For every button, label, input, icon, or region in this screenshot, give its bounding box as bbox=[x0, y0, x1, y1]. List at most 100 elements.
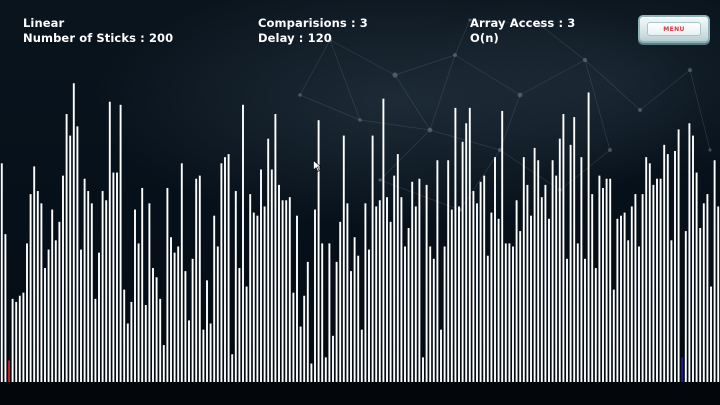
stick bbox=[245, 286, 248, 382]
stick bbox=[188, 320, 190, 382]
stick bbox=[490, 212, 493, 382]
stick bbox=[198, 175, 201, 382]
stick bbox=[587, 92, 590, 382]
hud-right-panel: Array Access : 3 O(n) bbox=[470, 16, 575, 46]
stick bbox=[713, 160, 716, 382]
stick bbox=[80, 249, 82, 382]
stick bbox=[548, 218, 550, 382]
stick bbox=[717, 206, 720, 382]
stick bbox=[144, 305, 147, 382]
stick bbox=[447, 160, 450, 382]
stick bbox=[414, 206, 417, 382]
stick bbox=[450, 209, 453, 382]
stick bbox=[317, 120, 320, 382]
stick bbox=[159, 298, 162, 382]
stick bbox=[555, 175, 558, 382]
stick bbox=[105, 200, 108, 382]
comparisons-count: Comparisions : 3 bbox=[258, 16, 368, 30]
stick bbox=[11, 298, 14, 382]
stick bbox=[407, 228, 410, 382]
stick bbox=[443, 246, 446, 382]
stick bbox=[353, 237, 356, 382]
stick bbox=[641, 194, 644, 382]
stick bbox=[411, 181, 414, 382]
stick bbox=[299, 326, 302, 382]
stick bbox=[573, 117, 576, 383]
stick bbox=[332, 335, 334, 382]
stick bbox=[674, 151, 676, 382]
stick bbox=[375, 206, 378, 382]
stick bbox=[616, 218, 619, 382]
stick bbox=[101, 191, 104, 382]
stick bbox=[576, 243, 579, 382]
stick bbox=[486, 255, 489, 382]
stick bbox=[270, 169, 273, 382]
stick bbox=[378, 200, 381, 382]
stick bbox=[310, 363, 313, 382]
stick bbox=[598, 175, 601, 382]
stick bbox=[418, 178, 421, 382]
stick bbox=[558, 138, 561, 382]
stick bbox=[468, 107, 471, 382]
stick bbox=[652, 184, 655, 382]
stick bbox=[504, 243, 507, 382]
time-complexity: O(n) bbox=[470, 31, 499, 45]
stick bbox=[119, 104, 122, 383]
stick bbox=[324, 357, 327, 382]
stick bbox=[173, 252, 176, 382]
stick bbox=[22, 292, 25, 382]
stick bbox=[72, 83, 75, 383]
stick-target bbox=[681, 357, 684, 382]
stick bbox=[191, 258, 194, 382]
stick bbox=[656, 178, 658, 382]
stick bbox=[15, 301, 18, 382]
stick bbox=[479, 181, 482, 382]
stick bbox=[677, 129, 680, 382]
stick bbox=[213, 215, 216, 382]
stick bbox=[108, 101, 111, 382]
stick bbox=[594, 268, 597, 382]
stick bbox=[386, 197, 388, 382]
stick bbox=[350, 271, 352, 382]
stick bbox=[432, 258, 435, 382]
stick bbox=[537, 160, 540, 382]
stick bbox=[33, 166, 36, 382]
stick bbox=[296, 215, 298, 382]
stick bbox=[497, 218, 500, 382]
stick-active bbox=[8, 360, 10, 382]
stick bbox=[710, 286, 712, 382]
menu-button[interactable]: MENU bbox=[638, 15, 710, 43]
stick bbox=[4, 234, 7, 382]
stick bbox=[267, 138, 270, 382]
stick bbox=[231, 354, 234, 382]
stick bbox=[422, 357, 424, 382]
stick bbox=[238, 268, 241, 382]
stick bbox=[692, 135, 694, 382]
stick bbox=[393, 175, 396, 382]
stick bbox=[76, 126, 79, 382]
stick bbox=[335, 261, 338, 382]
stick bbox=[234, 191, 237, 382]
stick bbox=[26, 243, 28, 382]
stick bbox=[314, 209, 316, 382]
stick bbox=[602, 187, 604, 382]
stick bbox=[281, 200, 284, 382]
stage-floor bbox=[0, 382, 720, 405]
stick bbox=[688, 123, 691, 382]
stick bbox=[306, 261, 309, 382]
stick bbox=[321, 243, 324, 382]
stick bbox=[242, 104, 244, 383]
stick bbox=[285, 200, 288, 382]
stick bbox=[702, 203, 705, 382]
stick bbox=[494, 157, 496, 382]
stick bbox=[249, 194, 252, 382]
stick bbox=[515, 200, 518, 382]
stick bbox=[519, 231, 522, 382]
stick bbox=[645, 157, 648, 382]
stick bbox=[116, 172, 118, 382]
stick bbox=[29, 194, 32, 382]
stick bbox=[501, 110, 504, 383]
stick bbox=[540, 197, 543, 382]
